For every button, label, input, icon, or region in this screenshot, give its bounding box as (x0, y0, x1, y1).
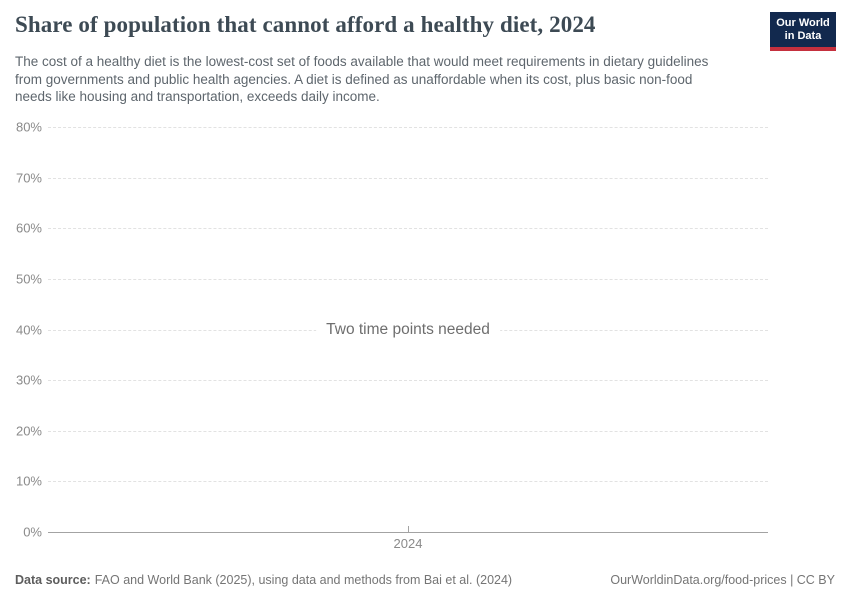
y-axis-tick-label: 10% (15, 473, 42, 489)
gridline (48, 278, 768, 280)
data-source-note: Data source: FAO and World Bank (2025), u… (15, 573, 512, 587)
owid-logo[interactable]: Our World in Data (770, 12, 836, 51)
x-axis-tick-mark (408, 526, 409, 532)
y-axis-tick-label: 70% (15, 170, 42, 186)
y-axis-tick-label: 50% (15, 271, 42, 287)
chart-subtitle: The cost of a healthy diet is the lowest… (15, 54, 709, 105)
gridline (48, 177, 768, 179)
gridline (48, 430, 768, 432)
x-axis-line (48, 532, 768, 533)
y-axis-tick-label: 60% (15, 220, 42, 236)
data-source-label: Data source: (15, 573, 91, 587)
chart-footer: Data source: FAO and World Bank (2025), u… (15, 573, 835, 587)
license-link[interactable]: OurWorldinData.org/food-prices | CC BY (610, 573, 835, 587)
gridline (48, 127, 768, 128)
y-axis-tick-label: 80% (15, 119, 42, 135)
logo-text-line2: in Data (784, 30, 822, 42)
empty-state-message: Two time points needed (316, 318, 500, 341)
chart-title: Share of population that cannot afford a… (15, 12, 596, 37)
y-axis-tick-label: 20% (15, 423, 42, 439)
gridline (48, 481, 768, 483)
x-axis-tick-label: 2024 (393, 536, 423, 551)
gridline (48, 380, 768, 382)
logo-text-line1: Our World (776, 17, 830, 29)
y-axis-tick-label: 0% (23, 524, 42, 540)
plot-area: Two time points needed 2024 80% 70% 60% 50%… (16, 120, 768, 551)
y-axis-tick-label: 40% (15, 322, 42, 337)
y-axis-tick-label: 30% (15, 372, 42, 388)
gridline (48, 228, 768, 230)
data-source-text: FAO and World Bank (2025), using data an… (94, 573, 513, 587)
